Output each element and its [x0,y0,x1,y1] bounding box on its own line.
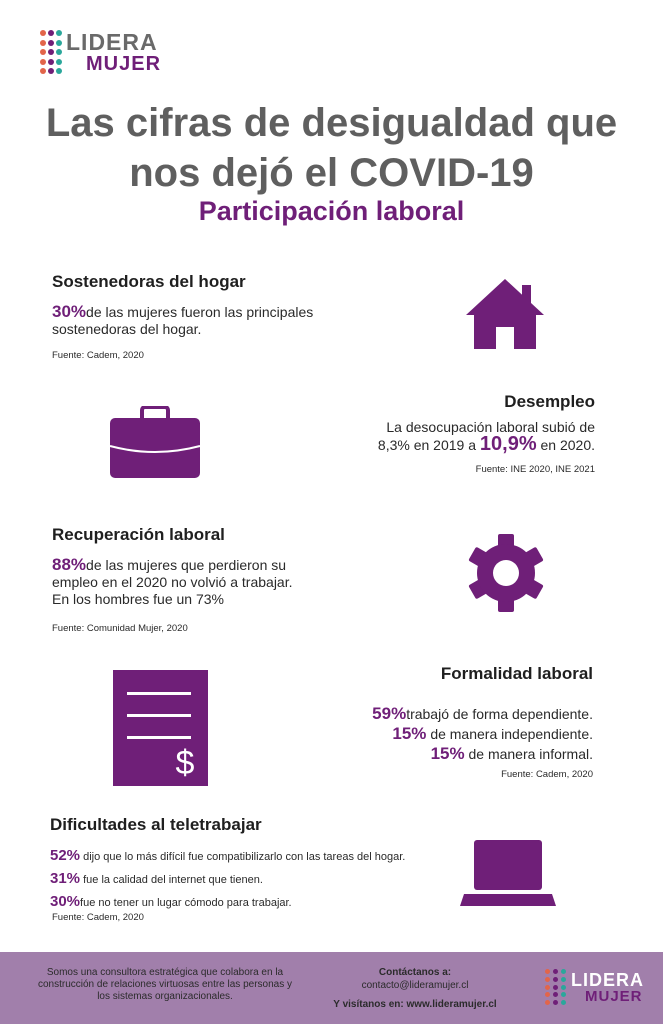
sostenedoras-title: Sostenedoras del hogar [52,272,246,291]
recuperacion-title: Recuperación laboral [52,525,225,544]
formalidad-row: 59%trabajó de forma dependiente. [372,704,593,723]
teletrabajo-text: 52% dijo que lo más difícil fue compatib… [50,845,430,914]
teletrabajo-row: 31% fue la calidad del internet que tien… [50,870,263,887]
recuperacion-source: Fuente: Comunidad Mujer, 2020 [52,623,188,634]
logo-mark-icon [40,30,62,74]
footer-logo: LIDERA MUJER [545,969,644,1005]
teletrabajo-row: 30%fue no tener un lugar cómodo para tra… [50,893,292,910]
desempleo-source: Fuente: INE 2020, INE 2021 [475,464,595,475]
footer-contact-email[interactable]: contacto@lideramujer.cl [361,980,469,991]
logo-word-lidera: LIDERA [571,969,644,990]
logo-word-mujer: MUJER [585,987,643,1005]
formalidad-row: 15% de manera independiente. [392,724,593,743]
sostenedoras-pct: 30% [52,302,87,321]
laptop-icon [460,840,556,906]
sostenedoras-text: 30%de las mujeres fueron las principales… [52,302,314,337]
page-title: Las cifras de desigualdad que nos dejó e… [45,101,618,195]
page-subtitle: Participación laboral [198,196,465,226]
teletrabajo-row: 52% dijo que lo más difícil fue compatib… [50,847,406,864]
footer: Somos una consultora estratégica que col… [0,952,663,1024]
recuperacion-pct: 88% [52,555,87,574]
footer-website[interactable]: Y visítanos en: www.lideramujer.cl [333,999,497,1010]
svg-text:$: $ [176,744,195,782]
teletrabajo-source: Fuente: Cadem, 2020 [52,912,144,923]
formalidad-row: 15% de manera informal. [430,744,593,763]
formalidad-source: Fuente: Cadem, 2020 [501,769,593,780]
logo-word-mujer: MUJER [86,52,162,75]
house-icon [466,279,544,349]
desempleo-text: La desocupación laboral subió de 8,3% en… [377,419,595,455]
logo-mark-icon [545,969,567,1005]
formalidad-text: 59%trabajó de forma dependiente. 15% de … [273,704,593,764]
recuperacion-text: 88%de las mujeres que perdieron su emple… [52,555,293,607]
desempleo-title: Desempleo [504,392,595,411]
teletrabajo-title: Dificultades al teletrabajar [50,815,262,834]
logo-word-lidera: LIDERA [66,28,158,55]
invoice-icon: $ [113,670,208,786]
gear-icon [468,534,544,612]
desempleo-pct: 10,9% [479,433,537,455]
sostenedoras-source: Fuente: Cadem, 2020 [52,350,144,361]
briefcase-icon [109,406,201,478]
footer-about: Somos una consultora estratégica que col… [37,967,293,1002]
formalidad-title: Formalidad laboral [440,664,593,683]
lidera-mujer-logo: LIDERA MUJER [40,30,161,74]
footer-contact-label: Contáctanos a: [378,967,452,978]
